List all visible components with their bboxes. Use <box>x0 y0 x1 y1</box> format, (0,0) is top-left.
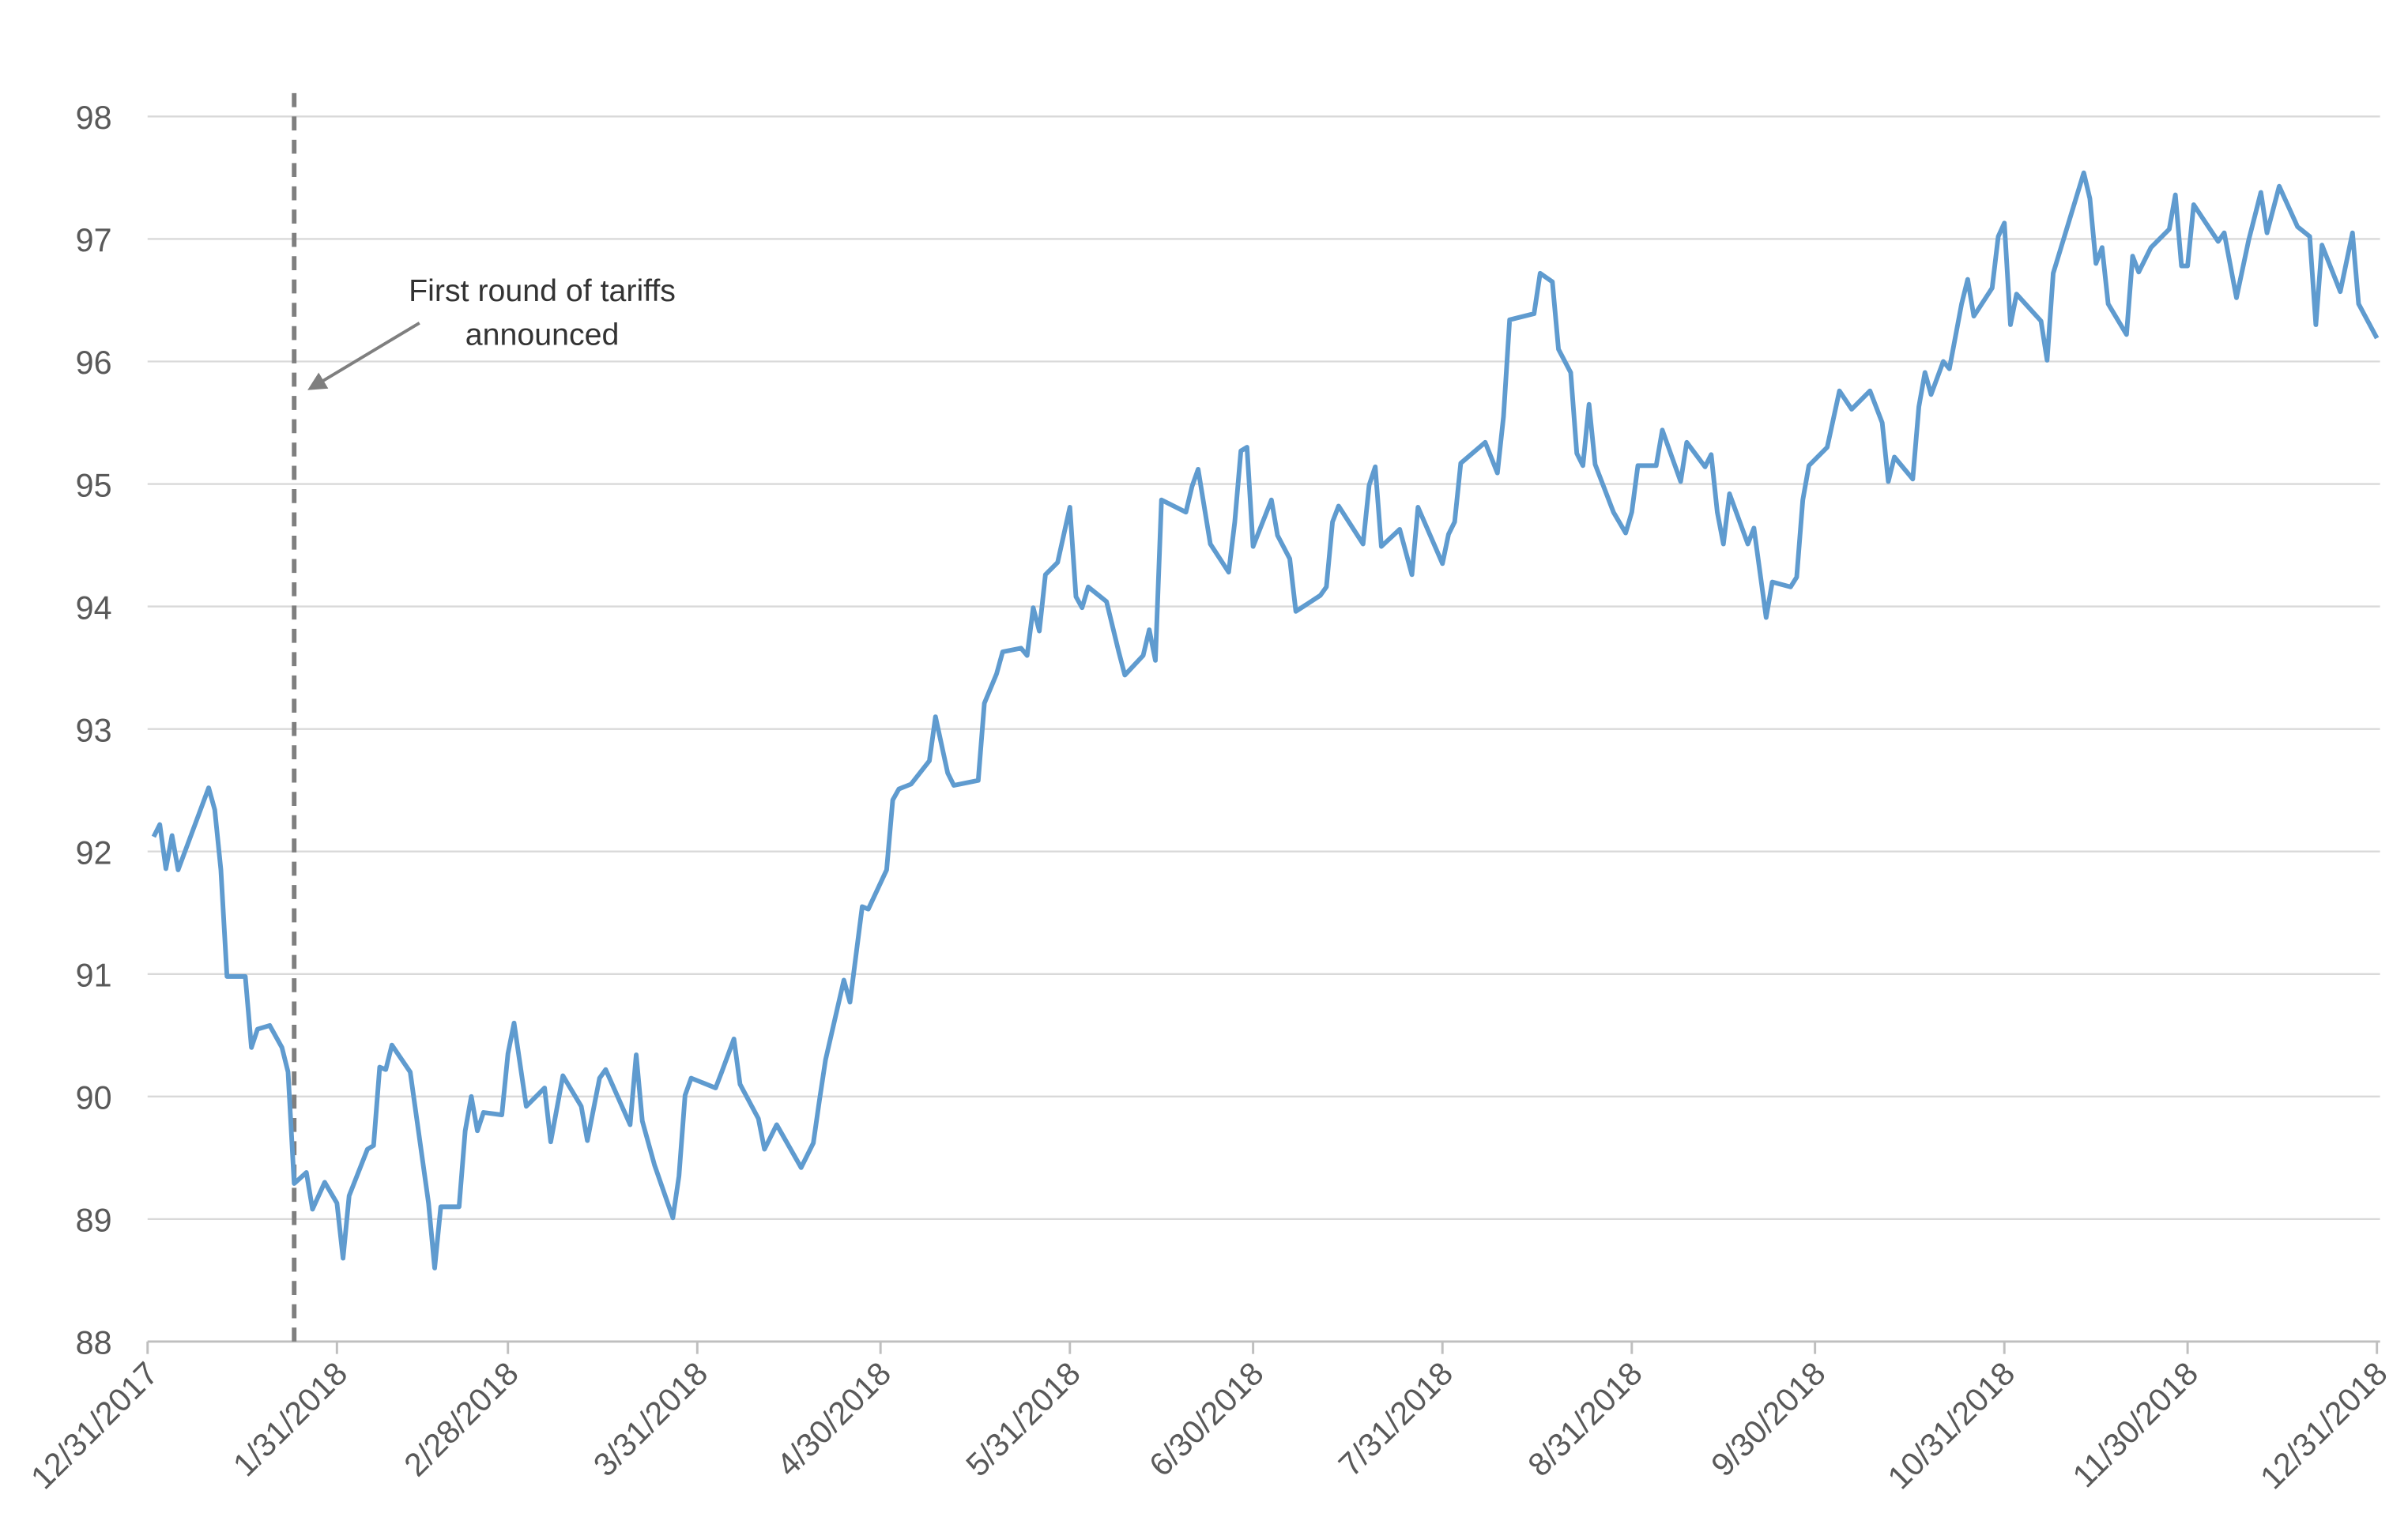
y-tick-label: 95 <box>76 467 112 503</box>
x-tick-label: 2/28/2018 <box>397 1355 525 1483</box>
y-tick-label: 90 <box>76 1080 112 1116</box>
y-tick-label: 93 <box>76 712 112 748</box>
annotation-line: First round of tariffs <box>409 273 676 308</box>
x-tick-label: 4/30/2018 <box>770 1355 898 1483</box>
y-tick-label: 98 <box>76 100 112 136</box>
annotation-arrow <box>307 322 420 390</box>
x-tick-label: 1/31/2018 <box>226 1355 354 1483</box>
x-tick-label: 8/31/2018 <box>1521 1355 1649 1483</box>
y-tick-label: 94 <box>76 589 112 626</box>
y-tick-label: 89 <box>76 1203 112 1239</box>
y-tick-label: 96 <box>76 344 112 381</box>
x-tick-label: 6/30/2018 <box>1142 1355 1270 1483</box>
x-tick-label: 10/31/2018 <box>1881 1355 2022 1496</box>
x-tick-label: 5/31/2018 <box>959 1355 1087 1483</box>
y-tick-label: 92 <box>76 834 112 871</box>
x-tick-label: 11/30/2018 <box>2066 1355 2205 1494</box>
y-tick-label: 91 <box>76 957 112 993</box>
x-tick-label: 3/31/2018 <box>586 1355 714 1483</box>
data-line <box>151 170 2380 1270</box>
y-tick-label: 88 <box>76 1325 112 1361</box>
x-tick-label: 9/30/2018 <box>1704 1355 1832 1483</box>
x-tick-label: 12/31/2018 <box>2253 1355 2395 1496</box>
annotation-line: announced <box>465 317 620 352</box>
y-tick-label: 97 <box>76 222 112 258</box>
x-tick-label: 7/31/2018 <box>1332 1355 1460 1483</box>
x-tick-label: 12/31/2017 <box>24 1355 165 1496</box>
